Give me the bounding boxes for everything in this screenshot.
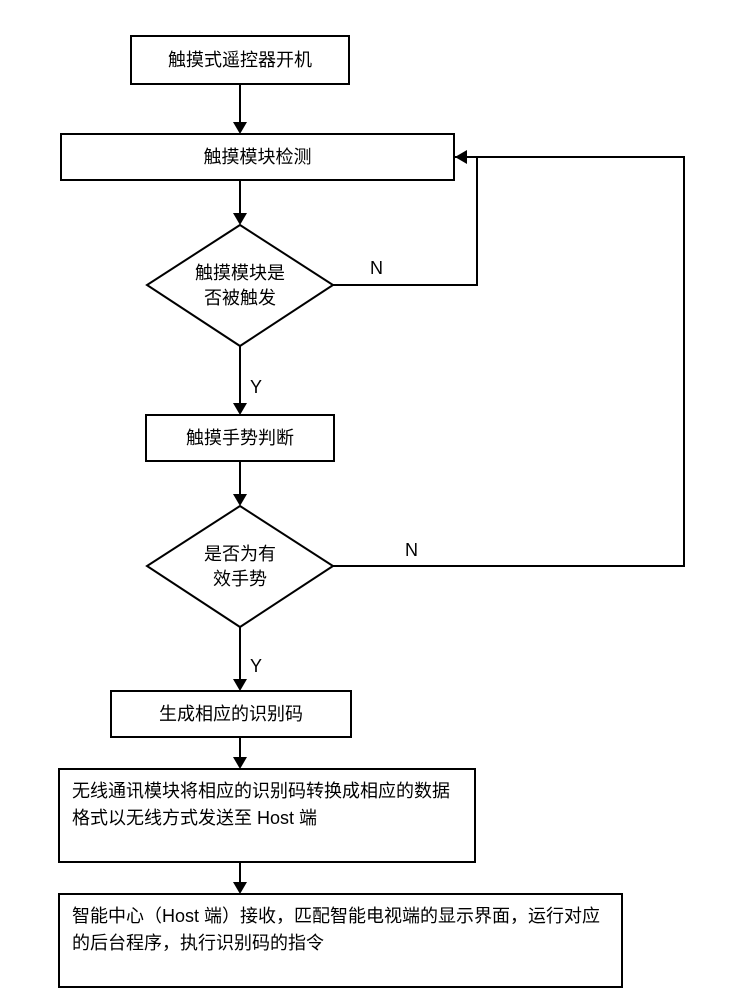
label-no-2: N: [405, 540, 418, 561]
node-triggered-line2: 否被触发: [204, 288, 276, 308]
node-valid-gesture-line2: 效手势: [213, 569, 267, 589]
node-gen-code-label: 生成相应的识别码: [159, 701, 303, 728]
node-triggered: 触摸模块是 否被触发: [145, 223, 335, 348]
node-host: 智能中心（Host 端）接收，匹配智能电视端的显示界面，运行对应的后台程序，执行…: [58, 893, 623, 988]
node-valid-gesture-text: 是否为有 效手势: [204, 541, 276, 591]
node-gen-code: 生成相应的识别码: [110, 690, 352, 738]
node-start: 触摸式遥控器开机: [130, 35, 350, 85]
node-gesture-judge: 触摸手势判断: [145, 414, 335, 462]
node-triggered-line1: 触摸模块是: [195, 262, 285, 282]
arrow-1-2: [239, 85, 241, 125]
node-start-label: 触摸式遥控器开机: [168, 47, 312, 74]
node-wireless-label: 无线通讯模块将相应的识别码转换成相应的数据格式以无线方式发送至 Host 端: [72, 778, 462, 832]
arrow-d1-n-v: [476, 157, 478, 286]
arrow-d2-n-v: [683, 157, 685, 567]
arrow-2-3: [239, 181, 241, 216]
node-valid-gesture: 是否为有 效手势: [145, 504, 335, 629]
arrow-d2-n-h: [333, 565, 685, 567]
label-yes-2: Y: [250, 656, 262, 677]
arrow-5-6: [239, 627, 241, 682]
label-no-1: N: [370, 258, 383, 279]
node-detect-label: 触摸模块检测: [204, 144, 312, 171]
node-triggered-text: 触摸模块是 否被触发: [195, 260, 285, 310]
arrow-d2-n-h2: [455, 156, 685, 158]
arrow-4-5: [239, 462, 241, 497]
node-wireless: 无线通讯模块将相应的识别码转换成相应的数据格式以无线方式发送至 Host 端: [58, 768, 476, 863]
node-gesture-judge-label: 触摸手势判断: [186, 425, 294, 452]
node-detect: 触摸模块检测: [60, 133, 455, 181]
arrow-3-4: [239, 346, 241, 406]
arrow-d1-n-h: [333, 284, 478, 286]
node-host-label: 智能中心（Host 端）接收，匹配智能电视端的显示界面，运行对应的后台程序，执行…: [72, 903, 609, 957]
label-yes-1: Y: [250, 377, 262, 398]
node-valid-gesture-line1: 是否为有: [204, 543, 276, 563]
flowchart-container: 触摸式遥控器开机 触摸模块检测 触摸模块是 否被触发 N Y 触摸手势判断: [0, 0, 739, 1000]
